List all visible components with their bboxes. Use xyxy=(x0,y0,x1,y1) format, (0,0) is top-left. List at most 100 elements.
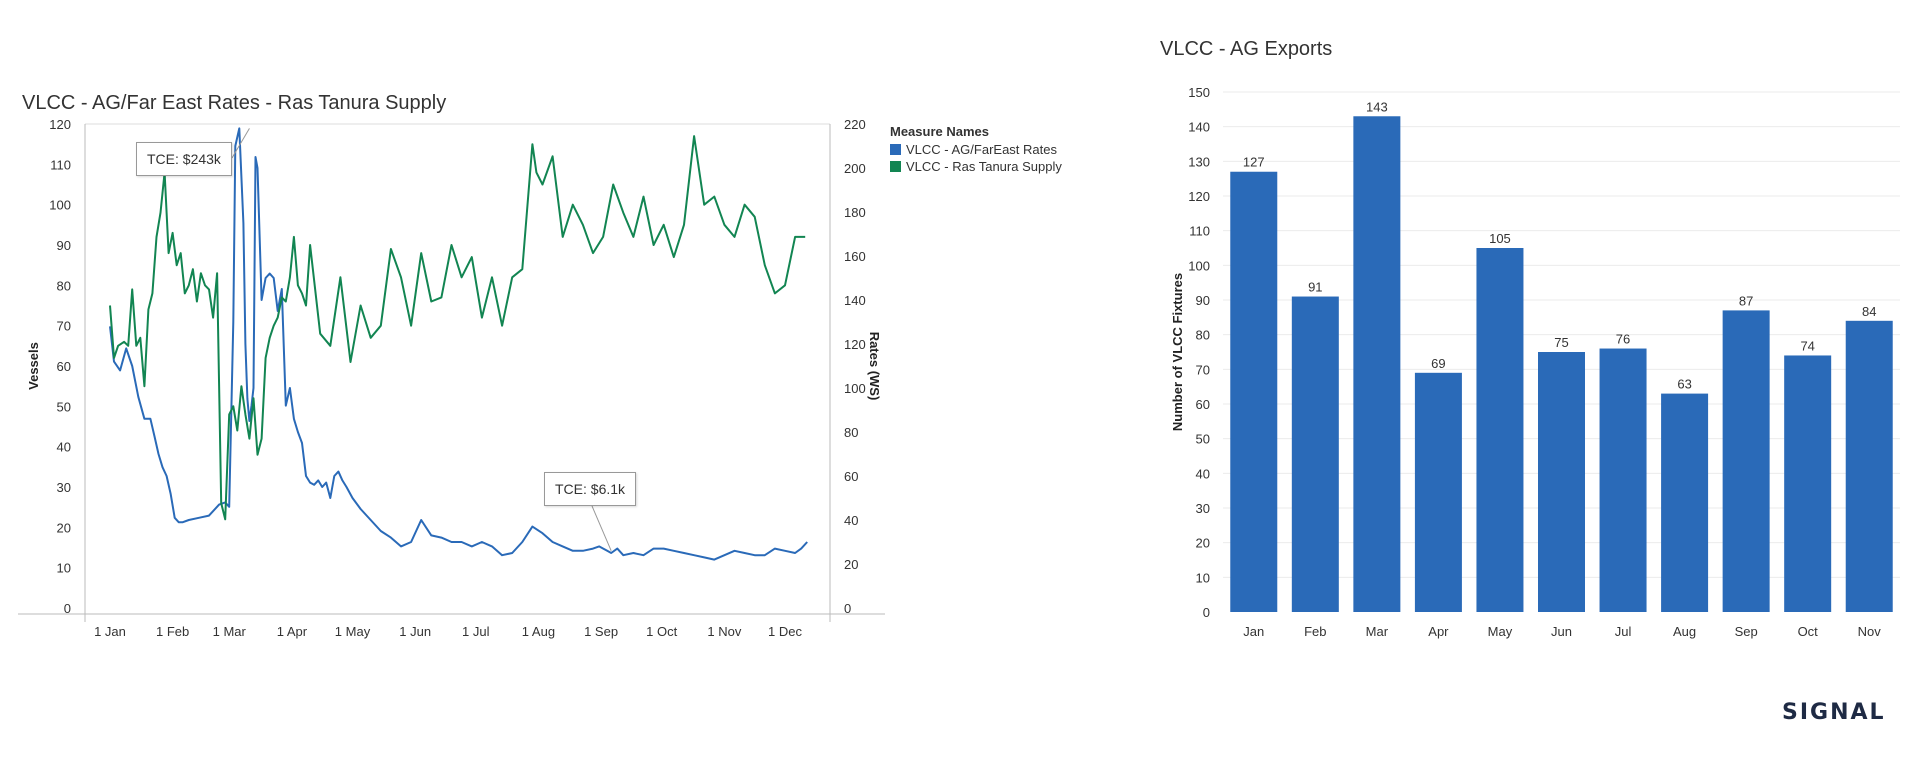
x-tick-label: Apr xyxy=(1428,624,1449,639)
annotation-tce-high: TCE: $243k xyxy=(136,142,232,176)
bar-value-label: 87 xyxy=(1739,293,1753,308)
y-tick-label: 30 xyxy=(1196,501,1210,516)
y-tick-label: 0 xyxy=(64,601,71,616)
bar xyxy=(1661,393,1709,612)
y2-tick-label: 140 xyxy=(844,293,866,308)
x-tick-label: 1 Aug xyxy=(522,624,555,639)
y-tick-label: 80 xyxy=(57,278,71,293)
bar-value-label: 143 xyxy=(1366,99,1388,114)
y-tick-label: 100 xyxy=(1188,258,1210,273)
x-tick-label: 1 Mar xyxy=(213,624,247,639)
legend-label-rates: VLCC - AG/FarEast Rates xyxy=(906,142,1057,157)
legend: Measure Names VLCC - AG/FarEast Rates VL… xyxy=(890,124,1062,175)
x-tick-label: May xyxy=(1488,624,1513,639)
y-tick-label: 90 xyxy=(1196,293,1210,308)
series-line-rates xyxy=(109,127,808,561)
y2-tick-label: 100 xyxy=(844,381,866,396)
x-tick-label: 1 Feb xyxy=(156,624,189,639)
legend-swatch-supply xyxy=(890,161,901,172)
y2-tick-label: 120 xyxy=(844,337,866,352)
y2-tick-label: 180 xyxy=(844,205,866,220)
bar xyxy=(1538,352,1585,612)
bar xyxy=(1784,355,1832,612)
y-tick-label: 110 xyxy=(1189,224,1210,239)
y-tick-label: 120 xyxy=(49,117,71,132)
x-tick-label: 1 Jul xyxy=(462,624,490,639)
bar-value-label: 63 xyxy=(1677,377,1691,392)
y-tick-label: 140 xyxy=(1188,120,1210,135)
series-line-supply xyxy=(109,135,806,521)
bar-chart: 0 10 20 30 40 50 60 70 80 90 100 110 120 130 140 150 Num… xyxy=(1170,85,1900,639)
x-tick-label: 1 Jan xyxy=(94,624,126,639)
y-tick-label: 120 xyxy=(1188,189,1210,204)
y-tick-label: 70 xyxy=(1196,362,1210,377)
x-tick-label: Feb xyxy=(1304,624,1326,639)
x-tick-label: 1 Jun xyxy=(399,624,431,639)
legend-label-supply: VLCC - Ras Tanura Supply xyxy=(906,159,1062,174)
y-tick-label: 110 xyxy=(50,157,71,172)
bar xyxy=(1414,372,1462,612)
y-tick-label: 40 xyxy=(57,440,71,455)
bar xyxy=(1722,310,1770,612)
x-tick-label: Mar xyxy=(1366,624,1389,639)
x-tick-label: Jan xyxy=(1243,624,1264,639)
y-tick-label: 50 xyxy=(1196,432,1210,447)
annotation-pointer-low xyxy=(591,505,612,551)
bar-value-label: 75 xyxy=(1554,335,1568,350)
y2-tick-label: 60 xyxy=(844,469,858,484)
bar xyxy=(1291,296,1339,612)
y-tick-label: 60 xyxy=(1196,397,1210,412)
y-tick-label: 50 xyxy=(57,399,71,414)
bar xyxy=(1845,320,1893,612)
legend-swatch-rates xyxy=(890,144,901,155)
y2-tick-label: 80 xyxy=(844,425,858,440)
y-tick-label: 30 xyxy=(57,480,71,495)
y-tick-label: 60 xyxy=(57,359,71,374)
line-chart: 0 10 20 30 40 50 60 70 80 90 100 110 120 0 20 40 60 80 100… xyxy=(18,117,885,639)
legend-title: Measure Names xyxy=(890,124,989,139)
x-tick-label: 1 Apr xyxy=(277,624,308,639)
bar-value-label: 76 xyxy=(1616,332,1630,347)
y-tick-label: 40 xyxy=(1196,466,1210,481)
bar xyxy=(1599,348,1647,612)
y2-axis-title: Rates (WS) xyxy=(867,332,882,401)
y-tick-label: 100 xyxy=(49,198,71,213)
bar-value-label: 69 xyxy=(1431,356,1445,371)
x-tick-label: Jul xyxy=(1615,624,1632,639)
legend-item-supply[interactable]: VLCC - Ras Tanura Supply xyxy=(890,158,1062,175)
y-axis-title: Vessels xyxy=(26,342,41,390)
signal-logo: SIGNAL xyxy=(1782,700,1886,725)
x-tick-label: Jun xyxy=(1551,624,1572,639)
x-tick-label: Sep xyxy=(1735,624,1758,639)
bar-value-label: 74 xyxy=(1800,338,1814,353)
y-tick-label: 150 xyxy=(1188,85,1210,100)
bar-value-label: 84 xyxy=(1862,304,1876,319)
y2-tick-label: 20 xyxy=(844,557,858,572)
x-tick-label: 1 Nov xyxy=(707,624,741,639)
y-tick-label: 90 xyxy=(57,238,71,253)
bar xyxy=(1230,171,1278,612)
y-tick-label: 20 xyxy=(57,520,71,535)
x-tick-label: 1 May xyxy=(335,624,371,639)
y-tick-label: 130 xyxy=(1188,154,1210,169)
y-axis-title: Number of VLCC Fixtures xyxy=(1170,273,1185,431)
y-tick-label: 0 xyxy=(1203,605,1210,620)
y2-tick-label: 160 xyxy=(844,249,866,264)
bar xyxy=(1476,248,1524,612)
y-tick-label: 10 xyxy=(1196,570,1210,585)
legend-item-rates[interactable]: VLCC - AG/FarEast Rates xyxy=(890,141,1062,158)
y2-tick-label: 200 xyxy=(844,161,866,176)
y2-tick-label: 40 xyxy=(844,513,858,528)
bar xyxy=(1353,116,1401,613)
bar-value-label: 105 xyxy=(1489,231,1511,246)
x-tick-label: Oct xyxy=(1798,624,1819,639)
y-tick-label: 70 xyxy=(57,319,71,334)
bar-chart-title: VLCC - AG Exports xyxy=(1160,38,1333,60)
x-tick-label: Aug xyxy=(1673,624,1696,639)
y-tick-label: 10 xyxy=(57,561,71,576)
annotation-pointer-high xyxy=(231,128,250,159)
x-tick-label: 1 Oct xyxy=(646,624,677,639)
bar-value-label: 91 xyxy=(1308,280,1322,295)
x-tick-label: Nov xyxy=(1858,624,1882,639)
x-tick-label: 1 Sep xyxy=(584,624,618,639)
